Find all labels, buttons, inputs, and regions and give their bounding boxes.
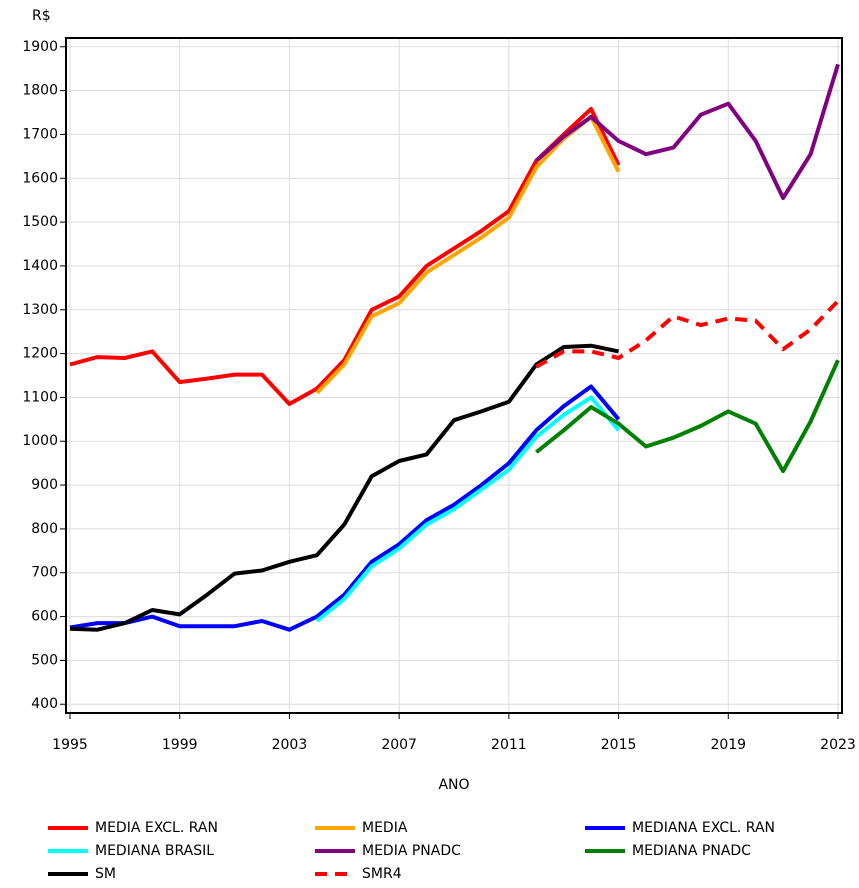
- y-tick-label: 1500: [22, 214, 58, 230]
- y-tick-label: 600: [31, 609, 58, 625]
- series-line: [534, 63, 840, 200]
- x-tick-label: 2015: [601, 737, 637, 753]
- series-line: [535, 359, 840, 474]
- x-axis-label: ANO: [438, 777, 469, 793]
- y-tick-label: 1900: [22, 39, 58, 55]
- legend-label: MEDIANA EXCL. RAN: [632, 820, 775, 836]
- y-axis-label: R$: [32, 8, 51, 24]
- y-tick-label: 1600: [22, 170, 58, 186]
- legend-label: MEDIA EXCL. RAN: [95, 820, 218, 836]
- legend-label: MEDIANA BRASIL: [95, 843, 214, 859]
- legend-label: MEDIANA PNADC: [632, 843, 751, 859]
- plot-frame: [65, 37, 843, 714]
- x-tick-label: 2011: [491, 737, 527, 753]
- y-tick-label: 1300: [22, 302, 58, 318]
- y-tick-label: 1400: [22, 258, 58, 274]
- y-tick-label: 500: [31, 652, 58, 668]
- series-line: [69, 107, 621, 406]
- legend-label: MEDIA: [362, 820, 408, 836]
- x-tick-label: 1995: [52, 737, 88, 753]
- y-tick-label: 1100: [22, 389, 58, 405]
- legend-label: SM: [95, 866, 116, 882]
- series-line: [69, 343, 620, 632]
- x-tick-label: 2019: [710, 737, 746, 753]
- x-tick-label: 2003: [272, 737, 308, 753]
- x-tick-label: 1999: [162, 737, 198, 753]
- legend-label: SMR4: [362, 866, 402, 882]
- y-tick-label: 1800: [22, 83, 58, 99]
- y-tick-label: 400: [31, 696, 58, 712]
- y-tick-label: 900: [31, 477, 58, 493]
- x-tick-label: 2023: [820, 737, 856, 753]
- y-tick-label: 800: [31, 521, 58, 537]
- y-tick-label: 1200: [22, 346, 58, 362]
- y-tick-label: 1000: [22, 433, 58, 449]
- y-tick-label: 1700: [22, 126, 58, 142]
- legend-label: MEDIA PNADC: [362, 843, 461, 859]
- x-tick-label: 2007: [381, 737, 417, 753]
- y-tick-label: 700: [31, 565, 58, 581]
- series-line: [69, 384, 621, 632]
- series-line: [315, 395, 621, 623]
- series-line: [535, 299, 840, 369]
